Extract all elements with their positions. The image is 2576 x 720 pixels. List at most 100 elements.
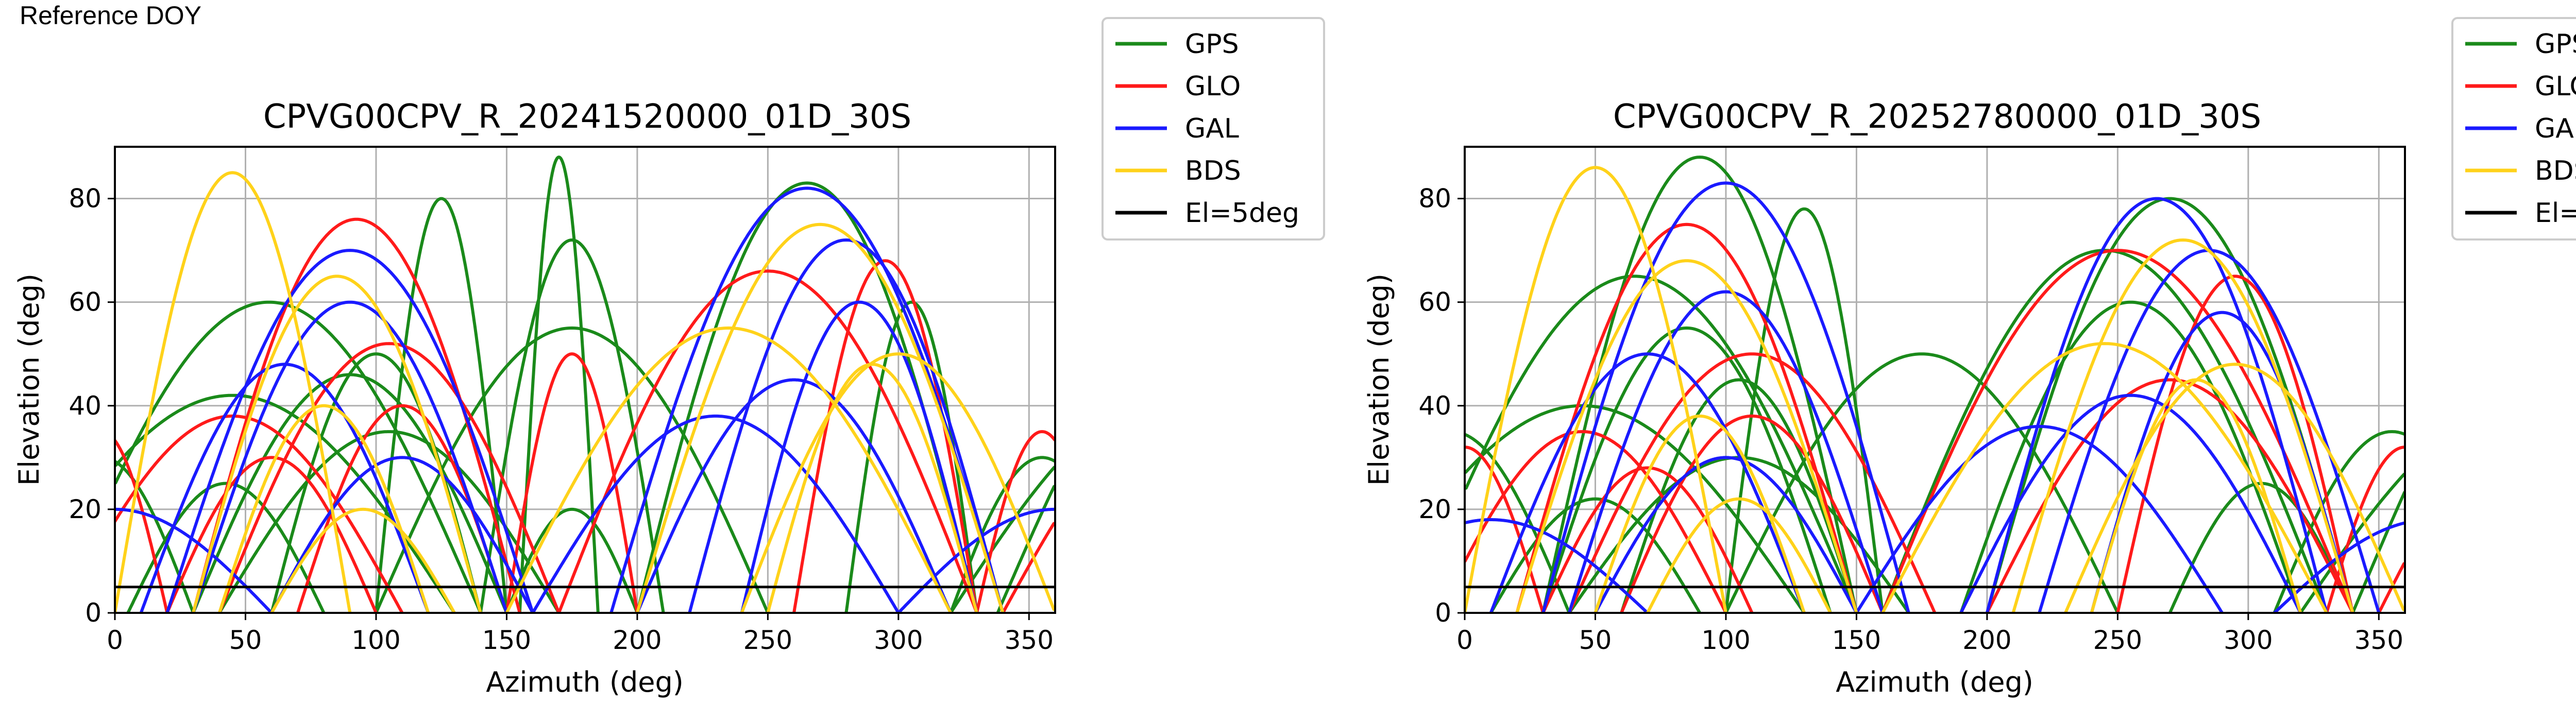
satellite-track — [1465, 275, 2405, 613]
x-tick-label: 0 — [1456, 625, 1473, 655]
satellite-track — [792, 259, 978, 613]
y-tick-label: 0 — [85, 598, 101, 628]
series-bds — [115, 171, 1054, 613]
satellite-track — [192, 275, 482, 613]
legend-entry: GAL — [1115, 113, 1239, 144]
satellite-track — [479, 238, 665, 613]
satellite-track — [2090, 378, 2302, 613]
satellite-track — [165, 249, 535, 613]
satellite-track — [1489, 352, 1806, 613]
x-tick-label: 350 — [1005, 625, 1054, 655]
satellite-track — [1959, 300, 2302, 613]
satellite-track — [126, 482, 326, 613]
legend-label: BDS — [1185, 156, 1241, 186]
satellite-track — [1881, 249, 2328, 613]
satellite-track — [2011, 238, 2354, 613]
satellite-track — [1646, 497, 1832, 613]
x-tick-label: 50 — [229, 625, 262, 655]
satellite-track — [740, 300, 978, 613]
satellite-track — [1881, 249, 2354, 613]
satellite-track — [1515, 259, 1858, 613]
legend: GPS GLO GAL BDS El=5deg — [2451, 17, 2576, 241]
plot-area — [114, 147, 1055, 614]
x-tick-label: 50 — [1579, 625, 1612, 655]
satellite-track — [270, 507, 456, 613]
x-tick-label: 250 — [2093, 625, 2142, 655]
satellite-track — [635, 378, 953, 613]
satellite-track — [518, 156, 600, 613]
y-tick-label: 80 — [1418, 184, 1451, 214]
satellite-track — [1959, 393, 2302, 613]
x-tick-label: 0 — [107, 625, 123, 655]
x-tick-label: 300 — [2224, 625, 2273, 655]
legend-label: GAL — [1185, 113, 1239, 144]
satellite-track — [531, 414, 900, 613]
legend-label: El=5deg — [1185, 198, 1299, 229]
legend-entry: El=5deg — [2465, 198, 2576, 229]
satellite-track — [1855, 425, 2224, 613]
satellite-track — [115, 456, 1055, 613]
plot-frame — [114, 146, 1056, 614]
plot-frame — [1464, 146, 2406, 614]
satellite-track — [1985, 197, 2354, 613]
legend-entry: BDS — [2465, 156, 2576, 186]
x-tick-label: 350 — [2354, 625, 2403, 655]
legend-entry: BDS — [1115, 156, 1241, 186]
x-tick-label: 100 — [1701, 625, 1750, 655]
satellite-track — [192, 300, 509, 613]
legend-entry: El=5deg — [1115, 198, 1299, 229]
chart-panel-1: CPVG00CPV_R_20241520000_01D_30S Azimuth … — [13, 17, 1325, 698]
y-axis-label: Elevation (deg) — [1363, 273, 1395, 486]
y-tick-label: 60 — [69, 287, 101, 317]
series-bds — [1465, 166, 2403, 613]
x-tick-label: 250 — [743, 625, 792, 655]
legend-entry: GLO — [1115, 71, 1241, 102]
legend-label: GAL — [2535, 113, 2576, 144]
x-axis-ticks: 0 50 100 150 200 250 300 350 — [1456, 613, 2403, 655]
x-tick-label: 200 — [613, 625, 662, 655]
x-tick-label: 300 — [874, 625, 923, 655]
x-axis-label: Azimuth (deg) — [486, 666, 684, 698]
satellite-track — [270, 456, 535, 613]
y-tick-label: 80 — [69, 184, 101, 214]
satellite-track — [1541, 181, 1910, 613]
y-tick-label: 60 — [1418, 287, 1451, 317]
satellite-track — [557, 269, 978, 613]
x-tick-label: 150 — [482, 625, 531, 655]
legend-label: GLO — [2535, 71, 2576, 102]
legend-label: GPS — [2535, 29, 2576, 60]
satellite-track — [609, 186, 1005, 613]
chart-title: CPVG00CPV_R_20241520000_01D_30S — [263, 98, 911, 136]
satellite-track — [1724, 207, 1885, 613]
y-axis-ticks: 0 20 40 60 80 — [69, 184, 115, 628]
satellite-track — [1594, 456, 1858, 613]
satellite-track — [217, 404, 430, 613]
satellite-track — [1567, 290, 1885, 613]
y-tick-label: 40 — [1418, 391, 1451, 421]
satellite-track — [1881, 342, 2328, 613]
satellite-track — [1985, 197, 2328, 613]
y-tick-label: 40 — [69, 391, 101, 421]
satellite-track — [115, 430, 1055, 613]
satellite-track — [1541, 466, 1754, 613]
satellite-track — [635, 222, 1005, 613]
satellite-track — [115, 300, 1055, 613]
legend-entry: GPS — [2465, 29, 2576, 60]
y-axis-label: Elevation (deg) — [13, 273, 45, 486]
y-tick-label: 20 — [1418, 494, 1451, 524]
satellite-track — [115, 171, 352, 613]
satellite-track — [1515, 222, 1858, 613]
satellite-track — [688, 238, 1005, 613]
legend-label: BDS — [2535, 156, 2576, 186]
satellite-track — [505, 326, 953, 613]
plot-area — [1464, 147, 2405, 614]
legend: GPS GLO GAL BDS El=5deg — [1101, 17, 1325, 241]
legend-frame — [1101, 17, 1325, 241]
y-axis-ticks: 0 20 40 60 80 — [1418, 184, 1465, 628]
legend-entry: GAL — [2465, 113, 2576, 144]
legend-label: GPS — [1185, 29, 1239, 60]
x-tick-label: 200 — [1962, 625, 2011, 655]
satellite-track — [635, 181, 978, 613]
legend-label: El=5deg — [2535, 198, 2576, 229]
